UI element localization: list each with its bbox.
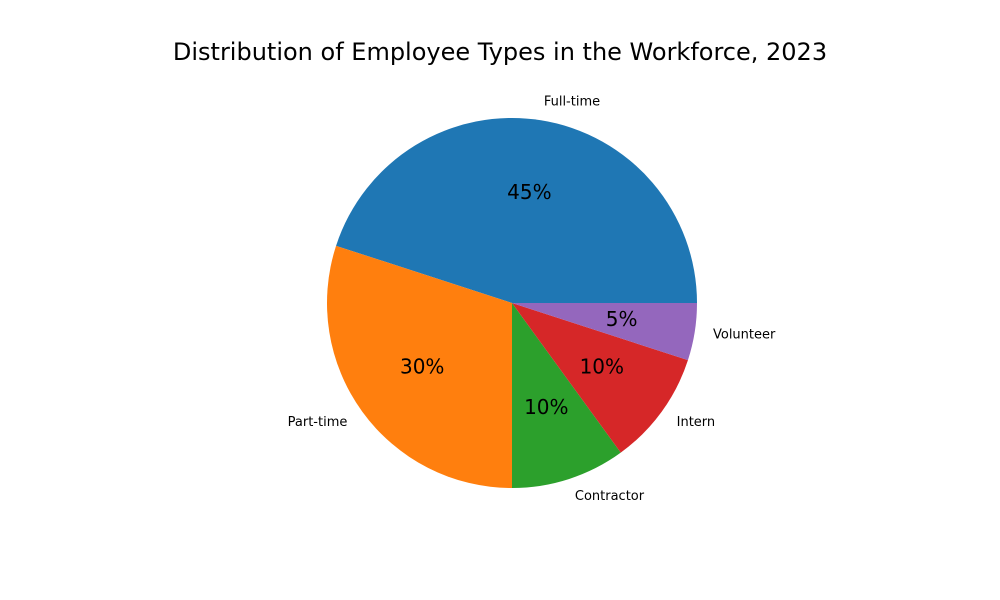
chart-title: Distribution of Employee Types in the Wo… xyxy=(172,38,828,66)
pie-labels: Full-time 45% Part-time 30% Contractor 10% Int… xyxy=(288,95,776,505)
value-label-full-time: 45% xyxy=(507,180,551,204)
pie-slice-intern xyxy=(512,303,688,453)
value-label-contractor: 10% xyxy=(524,395,568,419)
category-label-intern: Intern xyxy=(677,415,716,430)
pie-slice-contractor xyxy=(512,303,621,488)
category-label-volunteer: Volunteer xyxy=(713,327,776,342)
value-label-intern: 10% xyxy=(580,355,624,379)
category-label-part-time: Part-time xyxy=(288,415,348,430)
value-label-part-time: 30% xyxy=(400,355,444,379)
category-label-contractor: Contractor xyxy=(575,489,645,504)
pie-slice-volunteer xyxy=(512,303,697,361)
pie-slices xyxy=(327,117,697,488)
pie-slice-full-time xyxy=(336,117,697,304)
category-label-full-time: Full-time xyxy=(544,95,600,110)
pie-slice-part-time xyxy=(327,245,512,488)
value-label-volunteer: 5% xyxy=(606,307,638,331)
